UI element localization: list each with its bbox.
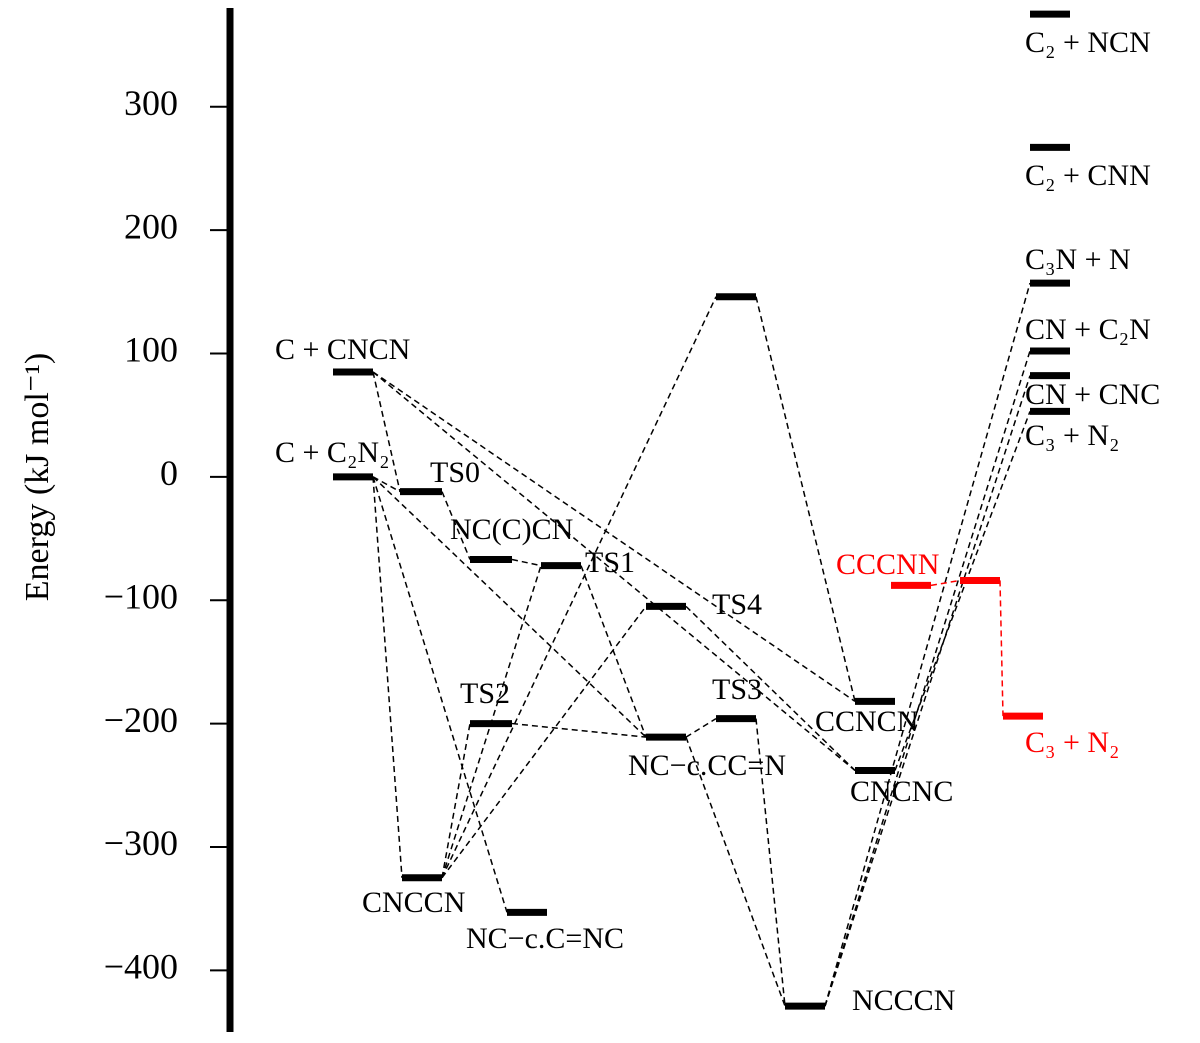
level-label: TS0 [430,456,480,489]
connector [511,722,647,738]
level-label: TS4 [712,588,762,621]
y-tick-label: −400 [104,947,178,987]
y-tick-label: −200 [104,700,178,740]
connector [685,736,786,1007]
level-label: C + C₂N₂ [275,436,390,469]
connector [824,350,1031,1007]
level-label: C₂ + CNN [1025,159,1151,192]
connector [511,558,542,567]
connector [685,717,717,738]
level-label: C + CNCN [275,333,410,366]
connector [441,296,717,879]
connector [930,579,961,587]
level-label: TS1 [585,546,635,579]
connector [372,476,403,878]
connector [894,411,1031,771]
level-label: TS3 [712,673,762,706]
level-label: NC−c.C=NC [466,922,624,955]
connector [441,723,471,878]
y-tick-label: 200 [124,206,178,246]
connector [372,476,508,913]
level-label: CN + C₂N [1025,313,1151,346]
level-label: CNCCN [362,886,465,919]
y-tick-label: 300 [124,83,178,123]
level-label: NC−c.CC=N [628,749,786,782]
connector [372,476,401,493]
level-label: NCCCN [852,984,955,1017]
y-tick-label: −300 [104,823,178,863]
connector [372,476,647,738]
y-axis-label: Energy (kJ mol⁻¹) [19,353,56,601]
connector [824,282,1031,1007]
connector [755,718,786,1007]
connector [372,371,856,772]
connector [999,580,1004,717]
level-label: CN + CNC [1025,378,1160,411]
level-label: C₃ + N₂ [1025,419,1120,452]
connector [824,375,1031,1007]
level-label: CCNCN [815,705,918,738]
connector [755,296,856,702]
level-label: C₂ + NCN [1025,26,1151,59]
level-label: CNCNC [850,775,953,808]
level-label: CCCNN [836,548,939,581]
level-label: NC(C)CN [450,513,573,546]
y-tick-label: 100 [124,330,178,370]
level-label: C₃ + N₂ [1025,726,1120,759]
connector [372,371,401,492]
y-tick-label: 0 [160,453,178,493]
level-label: TS2 [460,677,510,710]
connector [372,371,856,702]
level-label: C₃N + N [1025,243,1131,276]
connector [441,491,471,560]
connector [441,605,647,879]
y-tick-label: −100 [104,576,178,616]
connector [580,565,647,738]
